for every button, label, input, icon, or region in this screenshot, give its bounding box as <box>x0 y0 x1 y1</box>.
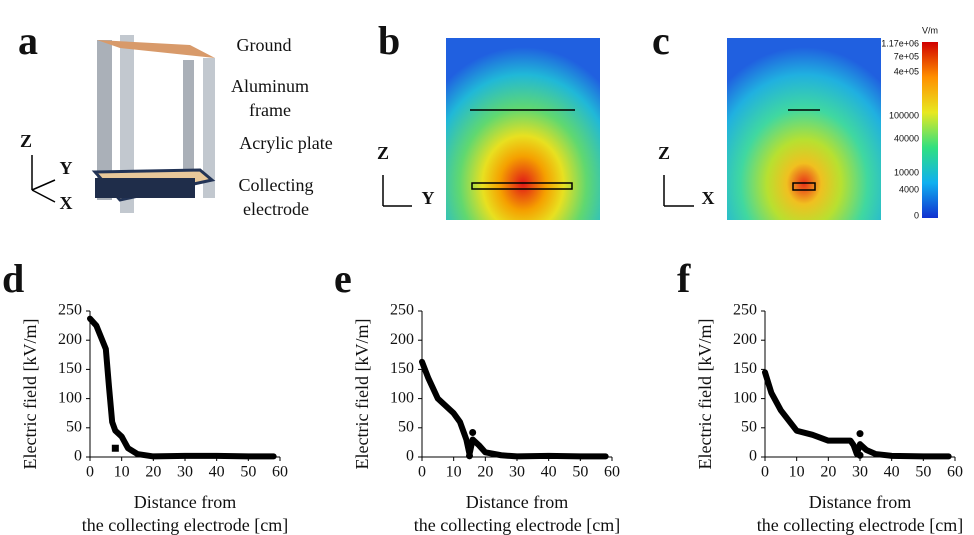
x-tick-label: 10 <box>789 464 805 481</box>
x-tick-label: 40 <box>541 464 557 481</box>
colorbar-label: 40000 <box>894 133 919 143</box>
panel-letter: b <box>378 18 400 63</box>
y-tick-label: 150 <box>390 360 414 377</box>
colorbar-label: 4000 <box>899 184 919 194</box>
y-axis-label: Electric field [kV/m] <box>352 319 372 470</box>
y-tick-label: 250 <box>733 302 757 319</box>
x-tick-label: 10 <box>446 464 462 481</box>
axis-name: X <box>60 193 73 213</box>
x-tick-label: 30 <box>852 464 868 481</box>
y-tick-label: 100 <box>58 389 82 406</box>
callout: frame <box>249 100 291 120</box>
colorbar <box>922 42 938 218</box>
y-tick-label: 50 <box>741 418 757 435</box>
callout: Collecting <box>239 175 314 195</box>
x-axis-label: the collecting electrode [cm] <box>757 515 963 535</box>
chart: f 0 50 100 150 200 250 0 10 20 30 40 50 60 Distance fr… <box>677 256 963 535</box>
callout: Acrylic plate <box>239 133 332 153</box>
x-tick-label: 50 <box>572 464 588 481</box>
y-axis-label: Electric field [kV/m] <box>695 319 715 470</box>
data-line <box>765 372 949 456</box>
callout: Aluminum <box>231 76 309 96</box>
field-map-c <box>727 38 881 220</box>
x-tick-label: 0 <box>86 464 94 481</box>
x-axis-label: Distance from <box>809 492 911 512</box>
x-axis-label: the collecting electrode [cm] <box>82 515 288 535</box>
callout: electrode <box>243 199 309 219</box>
y-tick-label: 50 <box>398 418 414 435</box>
x-tick-label: 60 <box>947 464 963 481</box>
y-tick-label: 150 <box>58 360 82 377</box>
axis-name: Z <box>20 131 32 151</box>
x-tick-label: 20 <box>477 464 493 481</box>
x-axis-label: Distance from <box>466 492 568 512</box>
y-tick-label: 150 <box>733 360 757 377</box>
colorbar-label: 1.17e+06 <box>881 38 919 48</box>
x-tick-label: 20 <box>145 464 161 481</box>
x-tick-label: 0 <box>418 464 426 481</box>
x-tick-label: 60 <box>272 464 288 481</box>
panel-letter: a <box>18 18 38 63</box>
x-tick-label: 30 <box>177 464 193 481</box>
x-tick-label: 20 <box>820 464 836 481</box>
x-tick-label: 10 <box>114 464 130 481</box>
axis-name: Z <box>658 143 670 163</box>
y-tick-label: 200 <box>58 331 82 348</box>
axis-name: X <box>702 188 715 208</box>
figure: aZYXGroundAluminumframeAcrylic plateColl… <box>0 0 974 535</box>
y-tick-label: 100 <box>733 389 757 406</box>
y-tick-label: 250 <box>390 302 414 319</box>
axis-name: Y <box>422 188 435 208</box>
data-line <box>422 362 606 457</box>
x-axis-label: Distance from <box>134 492 236 512</box>
axis-name: Y <box>60 158 73 178</box>
colorbar-unit: V/m <box>922 25 938 35</box>
data-point <box>857 452 864 459</box>
y-tick-label: 100 <box>390 389 414 406</box>
panel-letter: f <box>677 256 691 301</box>
x-tick-label: 60 <box>604 464 620 481</box>
data-point <box>466 452 473 459</box>
data-point <box>857 430 864 437</box>
x-axis-label: the collecting electrode [cm] <box>414 515 620 535</box>
y-tick-label: 0 <box>74 448 82 465</box>
colorbar-label: 0 <box>914 210 919 220</box>
colorbar-label: 100000 <box>889 110 919 120</box>
panel-letter: c <box>652 18 670 63</box>
colorbar-label: 7e+05 <box>894 51 919 61</box>
x-tick-label: 40 <box>884 464 900 481</box>
chart: e 0 50 100 150 200 250 0 10 20 30 40 50 60 Distance fr… <box>334 256 620 535</box>
field-map-b <box>446 38 600 220</box>
y-tick-label: 50 <box>66 418 82 435</box>
figure-svg: aZYXGroundAluminumframeAcrylic plateColl… <box>0 0 974 535</box>
data-point <box>112 445 119 452</box>
x-tick-label: 50 <box>915 464 931 481</box>
y-tick-label: 200 <box>390 331 414 348</box>
colorbar-label: 4e+05 <box>894 66 919 76</box>
data-line <box>90 319 274 457</box>
y-axis-label: Electric field [kV/m] <box>20 319 40 470</box>
axis-name: Z <box>377 143 389 163</box>
x-tick-label: 0 <box>761 464 769 481</box>
y-tick-label: 200 <box>733 331 757 348</box>
y-tick-label: 0 <box>749 448 757 465</box>
panel-letter: e <box>334 256 352 301</box>
colorbar-label: 10000 <box>894 167 919 177</box>
callout: Ground <box>237 35 292 55</box>
device-illustration <box>95 35 215 213</box>
chart: d 0 50 100 150 200 250 0 10 20 30 40 50 60 Distance fr… <box>2 256 288 535</box>
data-point <box>469 429 476 436</box>
y-tick-label: 250 <box>58 302 82 319</box>
y-tick-label: 0 <box>406 448 414 465</box>
x-tick-label: 30 <box>509 464 525 481</box>
x-tick-label: 40 <box>209 464 225 481</box>
x-tick-label: 50 <box>240 464 256 481</box>
panel-letter: d <box>2 256 24 301</box>
